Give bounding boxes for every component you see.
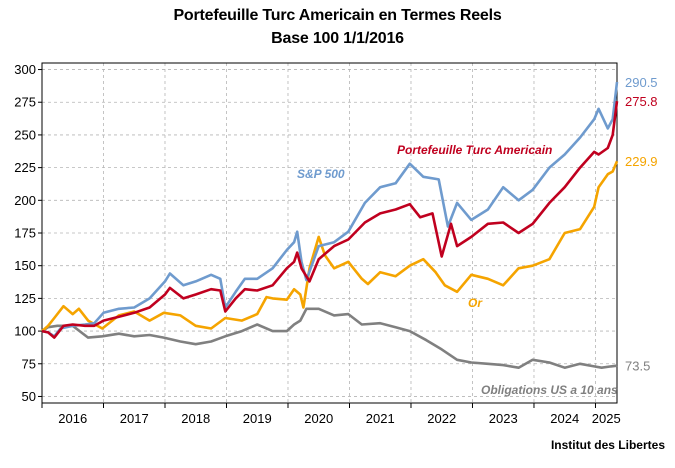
x-tick-label: 2019 <box>243 411 272 426</box>
x-tick-label: 2022 <box>427 411 456 426</box>
series-label: S&P 500 <box>297 167 345 181</box>
y-tick-label: 100 <box>14 324 36 339</box>
chart-title: Portefeuille Turc Americain en Termes Re… <box>173 7 502 24</box>
y-tick-label: 150 <box>14 258 36 273</box>
series-line-obligations-us-a-10-ans <box>41 307 618 370</box>
y-tick-label: 275 <box>14 95 36 110</box>
chart-subtitle: Base 100 1/1/2016 <box>271 30 404 47</box>
series-label: Portefeuille Turc Americain <box>397 143 552 157</box>
series-line-portefeuille-turc-americain <box>41 101 619 339</box>
y-tick-label: 225 <box>14 160 36 175</box>
x-tick-label: 2023 <box>489 411 518 426</box>
y-tick-label: 250 <box>14 127 36 142</box>
grid-lines <box>42 63 617 403</box>
x-tick-label: 2021 <box>366 411 395 426</box>
y-tick-label: 175 <box>14 226 36 241</box>
end-value-label: 229.9 <box>625 154 658 169</box>
y-tick-label: 75 <box>22 356 36 371</box>
x-tick-label: 2020 <box>304 411 333 426</box>
y-tick-label: 200 <box>14 193 36 208</box>
series-lines <box>41 81 619 370</box>
series-label: Obligations US a 10 ans <box>481 383 618 397</box>
y-tick-label: 300 <box>14 62 36 77</box>
y-tick-label: 50 <box>22 389 36 404</box>
axes: 50 75 100 125 150 175 200 225 250 275 300 2016 2017 2… <box>14 62 620 426</box>
y-tick-label: 125 <box>14 291 36 306</box>
source-credit: Institut des Libertes <box>550 438 665 452</box>
x-tick-label: 2017 <box>120 411 149 426</box>
series-label: Or <box>468 296 483 310</box>
series-line-s-p-500 <box>41 81 619 338</box>
end-value-label: 290.5 <box>625 75 658 90</box>
series-line-or <box>41 160 619 333</box>
x-tick-label: 2025 <box>592 411 621 426</box>
x-tick-label: 2016 <box>58 411 87 426</box>
end-value-label: 275.8 <box>625 94 658 109</box>
end-value-label: 73.5 <box>625 359 650 374</box>
x-tick-label: 2024 <box>550 411 579 426</box>
x-tick-label: 2018 <box>181 411 210 426</box>
series-labels: S&P 500 290.5 Portefeuille Turc Americain 2… <box>297 75 658 397</box>
